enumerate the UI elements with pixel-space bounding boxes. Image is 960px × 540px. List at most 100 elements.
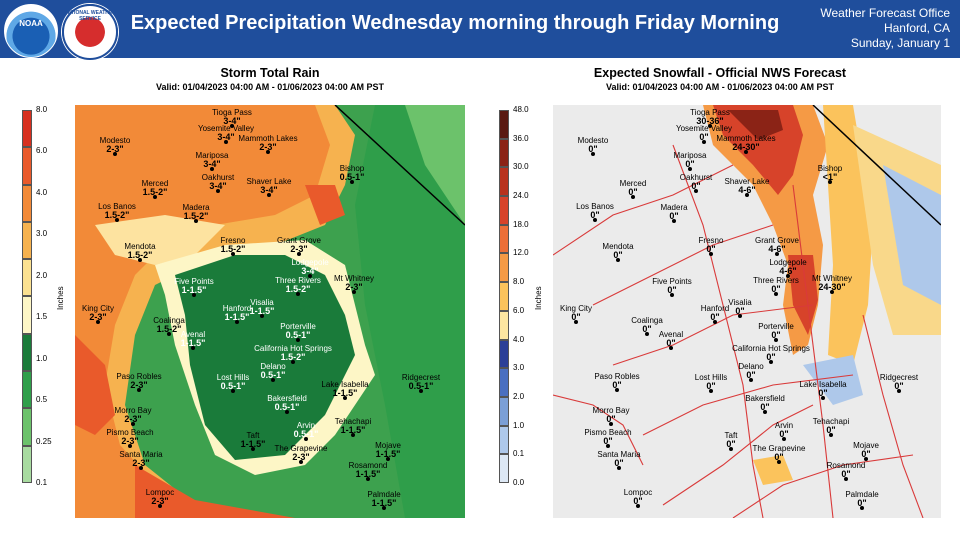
snow-city-label: Shaver Lake 4-6" [725, 177, 770, 195]
snow-city-name: Los Banos [576, 202, 614, 211]
snow-city-value: 0" [667, 285, 677, 295]
snow-colorbar-tick: 3.0 [513, 363, 525, 373]
rain-colorbar-tick: 8.0 [36, 105, 48, 114]
rain-city-value: 0.5-1" [220, 381, 246, 391]
rain-city-marker [194, 219, 198, 223]
snow-city-label: Rosamond 0" [827, 461, 866, 479]
rain-city-marker [131, 422, 135, 426]
snow-city-marker [774, 338, 778, 342]
snow-city-marker [688, 167, 692, 171]
rain-city-value: 2-3" [121, 436, 139, 446]
header-banner: NOAA NATIONAL WEATHER SERVICE Expected P… [0, 0, 960, 60]
office-name: Weather Forecast Office [820, 6, 950, 20]
rain-city-name: Taft [246, 431, 260, 440]
rain-city-marker [231, 252, 235, 256]
rain-city-label: Delano 0.5-1" [260, 362, 285, 380]
rain-city-name: Mojave [375, 441, 401, 450]
snow-city-label: Five Points 0" [652, 277, 692, 295]
snow-city-value: 0" [628, 187, 638, 197]
rain-colorbar-segment [22, 296, 32, 334]
rain-city-label: Yosemite Valley 3-4" [198, 124, 254, 142]
rain-city-marker [299, 460, 303, 464]
rain-city-name: Hanford [222, 304, 252, 313]
snow-colorbar-tick: 24.0 [513, 191, 529, 201]
snow-city-value: 0" [603, 436, 613, 446]
rain-city-name: The Grapevine [274, 444, 328, 453]
snow-city-label: Mammoth Lakes 24-30" [716, 134, 775, 152]
rain-city-name: Bishop [339, 164, 365, 173]
rain-city-label: Mt Whitney 2-3" [334, 274, 374, 292]
snow-city-name: Pismo Beach [584, 428, 632, 437]
rain-city-name: Grant Grove [276, 236, 322, 245]
rain-city-name: Oakhurst [201, 173, 235, 182]
snow-city-name: Coalinga [631, 316, 663, 325]
snow-city-marker [708, 124, 712, 128]
snow-city-label: California Hot Springs 0" [732, 344, 810, 362]
rain-colorbar-tick: 3.0 [36, 229, 48, 239]
snow-city-marker [744, 150, 748, 154]
snow-colorbar-tick: 12.0 [513, 248, 529, 258]
snow-city-label: Lompoc 0" [624, 488, 652, 506]
rain-city-value: 1-1.5" [240, 439, 266, 449]
rain-city-name: Merced [141, 179, 169, 188]
rain-city-value: 2-3" [345, 282, 363, 292]
snow-city-marker [821, 396, 825, 400]
snow-city-value: 0" [606, 414, 616, 424]
rain-city-label: Hanford 1-1.5" [223, 304, 251, 322]
rain-city-name: Bakersfield [267, 394, 307, 403]
rain-city-label: Five Points 1-1.5" [174, 277, 214, 295]
snow-colorbar-tick: 8.0 [513, 277, 525, 287]
snow-city-value: 0" [633, 496, 643, 506]
rain-city-marker [192, 293, 196, 297]
snow-city-name: Shaver Lake [724, 177, 770, 186]
snow-city-marker [669, 346, 673, 350]
snow-colorbar-segment [499, 110, 509, 139]
snow-city-value: 4-6" [779, 266, 797, 276]
rain-city-marker [343, 396, 347, 400]
rain-city-name: Three Rivers [275, 276, 321, 285]
snow-city-marker [729, 447, 733, 451]
rain-city-marker [158, 504, 162, 508]
snow-city-name: Hanford [700, 304, 730, 313]
rain-city-label: Shaver Lake 3-4" [247, 177, 292, 195]
snow-city-label: Mendota 0" [602, 242, 633, 260]
snow-colorbar-tick: 2.0 [513, 391, 525, 401]
rain-city-name: Rosamond [348, 461, 388, 470]
snow-city-value: 0" [669, 211, 679, 221]
snow-panel-valid: Valid: 01/04/2023 04:00 AM - 01/06/2023 … [606, 82, 834, 92]
snow-city-value: 0" [726, 439, 736, 449]
rain-city-marker [304, 437, 308, 441]
snow-map-shading [553, 105, 941, 518]
rain-city-name: Tioga Pass [212, 108, 252, 117]
rain-city-value: 1-1.5" [224, 312, 250, 322]
snow-city-name: Bakersfield [745, 394, 785, 403]
snow-city-label: Mojave 0" [853, 441, 879, 459]
rain-city-value: 0.5-1" [293, 429, 319, 439]
snow-city-label: Merced 0" [620, 179, 647, 197]
rain-city-label: Tioga Pass 3-4" [212, 108, 252, 126]
snow-city-marker [593, 218, 597, 222]
snow-city-value: <1" [822, 172, 838, 182]
snow-colorbar-tick: 30.0 [513, 162, 529, 172]
snow-city-label: Pismo Beach 0" [584, 428, 631, 446]
rain-colorbar-segment [22, 110, 32, 148]
rain-city-name: Lompoc [145, 488, 175, 497]
rain-city-value: 1.5-2" [183, 211, 209, 221]
rain-city-name: Shaver Lake [246, 177, 292, 186]
snow-city-name: Madera [660, 203, 688, 212]
rain-city-value: 1-1.5" [371, 498, 397, 508]
page-title: Expected Precipitation Wednesday morning… [130, 12, 780, 34]
snow-city-label: Bakersfield 0" [745, 394, 785, 412]
snow-city-label: Morro Bay 0" [593, 406, 630, 424]
rain-colorbar-segment [22, 445, 32, 483]
snow-city-marker [702, 140, 706, 144]
snow-colorbar-segment [499, 368, 509, 397]
rain-city-name: California Hot Springs [254, 344, 332, 353]
rain-city-name: Lodgepole [291, 258, 329, 267]
snow-city-label: Three Rivers 0" [753, 276, 799, 294]
snow-city-label: Mt Whitney 24-30" [812, 274, 852, 292]
snow-colorbar-tick: 6.0 [513, 305, 525, 315]
snow-city-value: 24-30" [732, 142, 760, 152]
snow-city-value: 0" [760, 402, 770, 412]
nws-logo-text: NATIONAL WEATHER SERVICE [64, 10, 116, 22]
